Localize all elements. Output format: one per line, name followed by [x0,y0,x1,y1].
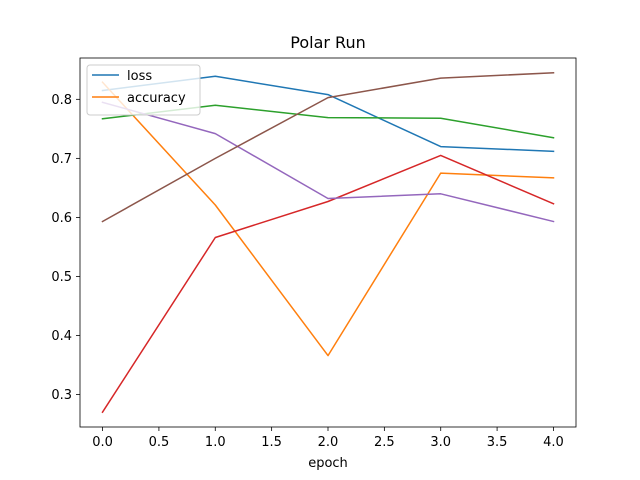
y-tick-label: 0.3 [51,388,72,403]
series-line-5 [101,101,555,223]
series-line-6 [101,72,555,223]
series-line-2 [101,81,555,357]
y-tick-label: 0.7 [51,152,72,167]
axes-layer: 0.0 0.5 1.0 1.5 2.0 2.5 3.0 3.5 4.0 0.3 0.4 0.5 0.6 0… [51,57,577,450]
chart-title: Polar Run [290,33,365,52]
x-tick-label: 3.0 [430,435,451,450]
series-line-4 [101,154,555,414]
legend-label: loss [127,69,152,84]
x-tick-label: 1.0 [205,435,226,450]
legend-box [86,64,201,116]
x-axis-label: epoch [308,456,348,471]
y-tick-label: 0.5 [51,270,72,285]
y-tick-label: 0.8 [51,93,72,108]
x-tick-label: 3.5 [487,435,508,450]
y-tick-label: 0.6 [51,211,72,226]
x-tick-label: 0.5 [149,435,170,450]
x-tick-label: 0.0 [92,435,113,450]
legend: loss accuracy [86,64,201,116]
x-tick-label: 2.0 [318,435,339,450]
x-tick-label: 4.0 [543,435,564,450]
legend-label: accuracy [127,91,186,106]
y-tick-label: 0.4 [51,329,72,344]
x-tick-label: 2.5 [374,435,395,450]
x-tick-label: 1.5 [261,435,282,450]
